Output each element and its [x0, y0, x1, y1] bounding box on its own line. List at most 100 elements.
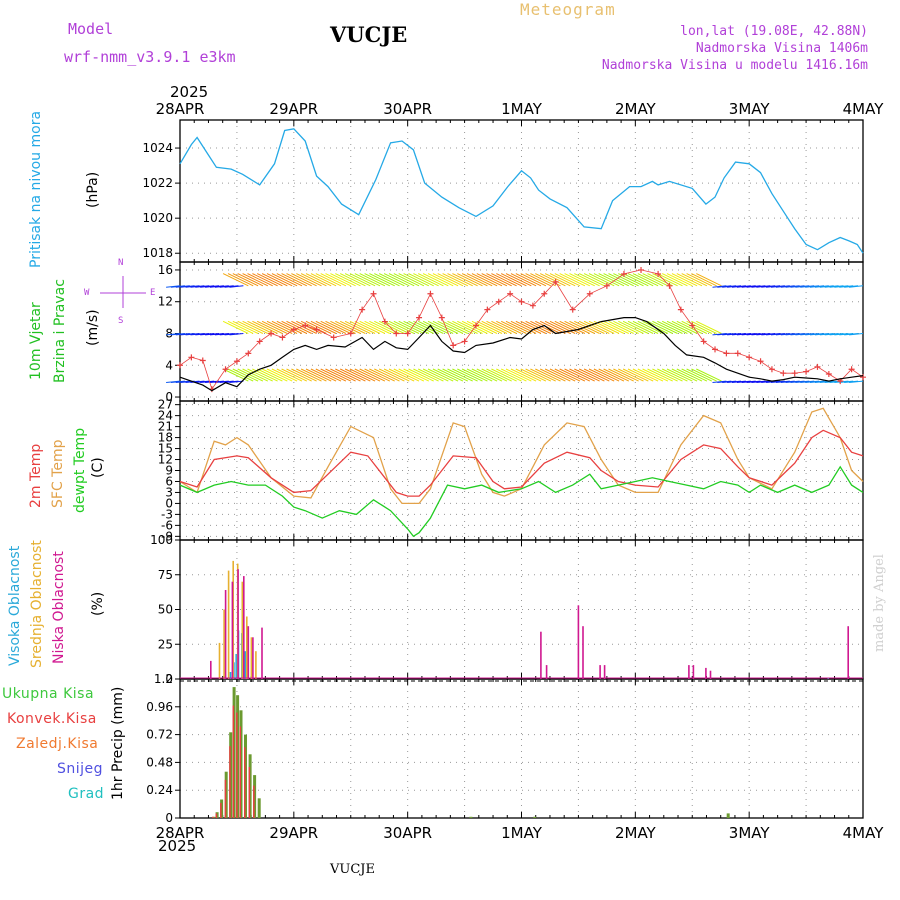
- top-year-label: 2025: [170, 83, 209, 101]
- low-cloud-bar: [847, 626, 849, 679]
- wind-barb: [237, 273, 264, 287]
- wind-barb: [657, 368, 683, 382]
- wind-gust-marker: [860, 374, 866, 381]
- wind-barb: [232, 273, 259, 287]
- wind-barb: [281, 368, 308, 382]
- low-cloud-bar: [577, 605, 580, 679]
- y-tick-label: 9: [165, 464, 173, 478]
- wind-gust-marker: [495, 298, 502, 305]
- wind-barb: [515, 320, 542, 334]
- wind-gust-marker: [359, 306, 366, 313]
- wind-gust-marker: [507, 290, 514, 297]
- wind-gust-marker: [689, 322, 696, 329]
- wind-barb: [466, 273, 493, 287]
- wind-barb: [393, 273, 420, 287]
- convective-precip-bar: [229, 746, 231, 818]
- wind-barb: [491, 320, 517, 334]
- compass-icon: [100, 276, 146, 308]
- wind-gust-marker: [848, 366, 855, 373]
- wind-barb: [505, 320, 532, 334]
- wind-barb: [422, 273, 449, 287]
- pressure-line: [179, 128, 864, 254]
- wind-gust-marker: [199, 357, 206, 364]
- wind-barb: [681, 273, 708, 287]
- y-tick-label: 75: [158, 568, 173, 582]
- wind-barb: [335, 368, 361, 382]
- wind-barb: [315, 273, 342, 287]
- y-tick-label: 0: [165, 390, 173, 404]
- wind-barb: [408, 273, 434, 287]
- wind-barb: [588, 368, 615, 382]
- wind-gust-marker: [552, 278, 559, 285]
- wind-barb: [330, 273, 356, 287]
- total-precip-bar: [533, 816, 537, 818]
- wind-barb: [242, 368, 269, 382]
- wind-gust-marker: [256, 338, 263, 345]
- wind-barb: [388, 368, 415, 382]
- wind-barb: [671, 273, 698, 287]
- wind-barb: [339, 273, 366, 287]
- wind-barb: [320, 320, 347, 334]
- total-precip-bar: [726, 813, 730, 818]
- wind-barb: [237, 320, 264, 334]
- wind-barb: [691, 320, 717, 334]
- wind-barb: [647, 320, 673, 334]
- wind-barb: [364, 368, 391, 382]
- low-cloud-bar: [261, 627, 263, 679]
- wind-barb: [335, 320, 361, 334]
- wind-barb: [632, 273, 659, 287]
- wind-barb: [593, 273, 620, 287]
- wind-gust-marker: [416, 314, 423, 321]
- wind-barb: [559, 320, 586, 334]
- wind-barb: [437, 273, 464, 287]
- low-cloud-bar: [210, 660, 212, 679]
- wind-barb: [447, 368, 473, 382]
- wind-barb: [627, 273, 654, 287]
- wind-barb: [383, 368, 410, 382]
- wind-barb: [457, 368, 483, 382]
- top-date-label: 29APR: [269, 100, 318, 118]
- wind-barb: [261, 273, 288, 287]
- wind-barb: [349, 320, 376, 334]
- wind-barb: [608, 320, 634, 334]
- wind-barb: [549, 273, 576, 287]
- legend-hail: Grad: [68, 786, 105, 802]
- wind-barb: [657, 320, 683, 334]
- wind-barb: [461, 273, 488, 287]
- wind-barb: [574, 273, 600, 287]
- wind-gust-marker: [393, 330, 400, 337]
- wind-barb: [271, 368, 298, 382]
- wind-gust-marker: [780, 370, 787, 377]
- wind-barb: [652, 368, 678, 382]
- wind-barb: [696, 320, 722, 334]
- wind-barb: [229, 380, 244, 383]
- wind-barb: [564, 273, 591, 287]
- wind-barb: [539, 273, 566, 287]
- wind-barb: [608, 273, 634, 287]
- wind-barb: [476, 320, 503, 334]
- wind-barb: [354, 368, 381, 382]
- wind-barb: [325, 320, 352, 334]
- wind-barb: [349, 368, 376, 382]
- wind-barb: [564, 320, 591, 334]
- wind-barb: [642, 368, 669, 382]
- top-date-label: 2MAY: [615, 100, 657, 118]
- y-tick-label: 0.24: [146, 783, 173, 797]
- y-tick-label: 21: [158, 420, 173, 434]
- wind-barb: [510, 320, 537, 334]
- wind-barb: [310, 320, 337, 334]
- wind-barb: [637, 320, 664, 334]
- wind-barb: [452, 320, 478, 334]
- y-tick-label: 4: [165, 358, 173, 372]
- wind-barb: [364, 320, 391, 334]
- wind-barb: [647, 273, 673, 287]
- convective-precip-bar: [239, 726, 241, 818]
- wind-barb: [344, 368, 371, 382]
- wind-barb: [442, 368, 469, 382]
- wind-barb: [227, 320, 254, 334]
- wind-barb: [618, 368, 644, 382]
- wind-gust-marker: [279, 334, 286, 341]
- wind-barb: [661, 368, 688, 382]
- wind-barb: [691, 368, 717, 382]
- convective-precip-bar: [212, 816, 214, 818]
